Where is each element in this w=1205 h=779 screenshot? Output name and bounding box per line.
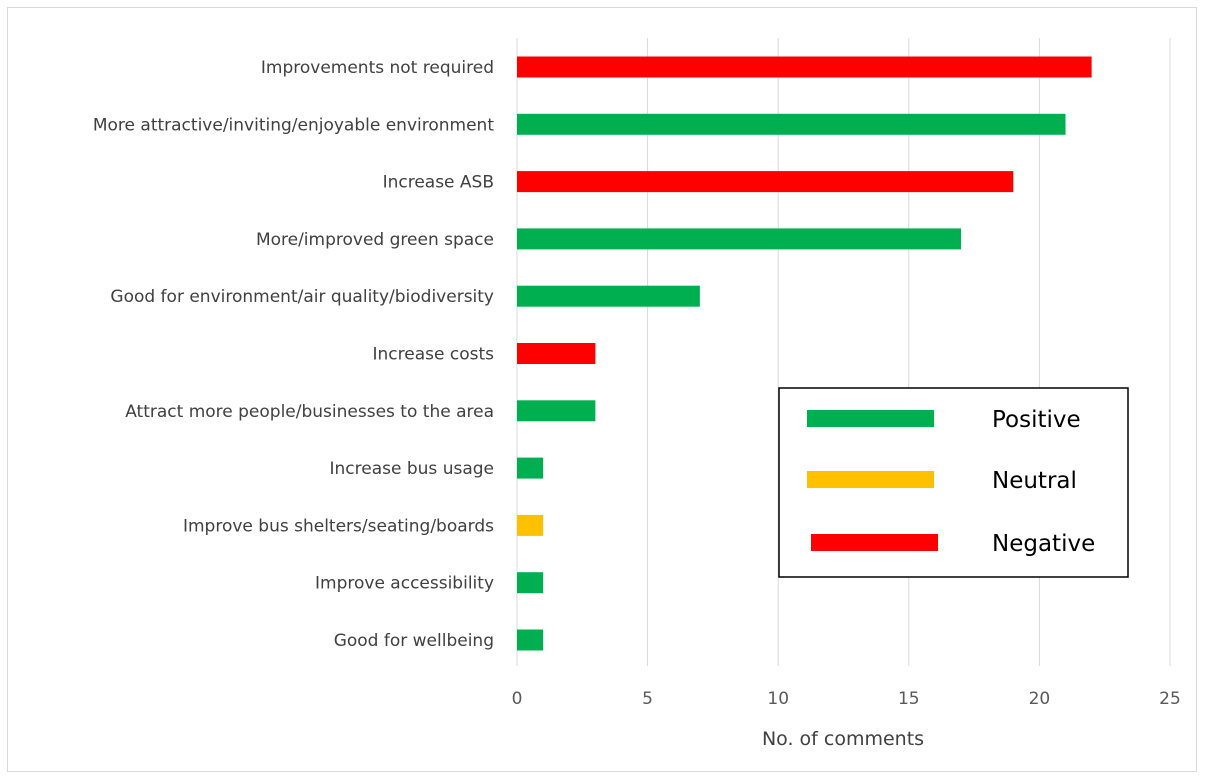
x-axis-title: No. of comments [762, 728, 924, 750]
gridlines [516, 38, 1171, 666]
bar [517, 514, 544, 536]
category-label: Improve bus shelters/seating/boards [183, 516, 494, 536]
category-label: More/improved green space [256, 230, 494, 250]
bar [517, 572, 544, 594]
bar [517, 56, 1092, 78]
bar [517, 113, 1066, 135]
legend-label-negative: Negative [992, 531, 1095, 557]
x-tick-label: 15 [898, 689, 920, 709]
bar [517, 171, 1014, 193]
x-tick-label: 0 [512, 689, 523, 709]
legend-label-positive: Positive [992, 407, 1081, 433]
bar [517, 457, 544, 479]
category-label: Increase ASB [383, 173, 494, 193]
x-tick-labels: 0 5 10 15 20 25 [512, 689, 1181, 709]
category-labels: Improvements not required More attractive… [93, 58, 494, 651]
category-label: Good for wellbeing [334, 631, 494, 651]
bar [517, 285, 700, 307]
legend-swatch-positive [807, 410, 934, 427]
category-label: Increase costs [373, 345, 495, 365]
category-label: More attractive/inviting/enjoyable envir… [93, 115, 494, 135]
category-label: Good for environment/air quality/biodive… [110, 287, 494, 307]
legend-swatch-neutral [807, 471, 934, 488]
legend-swatch-negative [811, 534, 938, 551]
category-label: Improve accessibility [315, 574, 494, 594]
category-label: Improvements not required [261, 58, 494, 78]
x-tick-label: 10 [767, 689, 789, 709]
bar [517, 343, 596, 364]
bar [517, 400, 596, 422]
bar [517, 629, 544, 651]
bar [517, 228, 962, 250]
x-tick-label: 20 [1029, 689, 1051, 709]
x-tick-label: 25 [1159, 689, 1181, 709]
legend: Positive Neutral Negative [778, 387, 1129, 578]
legend-label-neutral: Neutral [992, 468, 1077, 494]
category-label: Attract more people/businesses to the ar… [125, 402, 494, 422]
bars [517, 56, 1092, 651]
category-label: Increase bus usage [330, 459, 494, 479]
x-tick-label: 5 [642, 689, 653, 709]
